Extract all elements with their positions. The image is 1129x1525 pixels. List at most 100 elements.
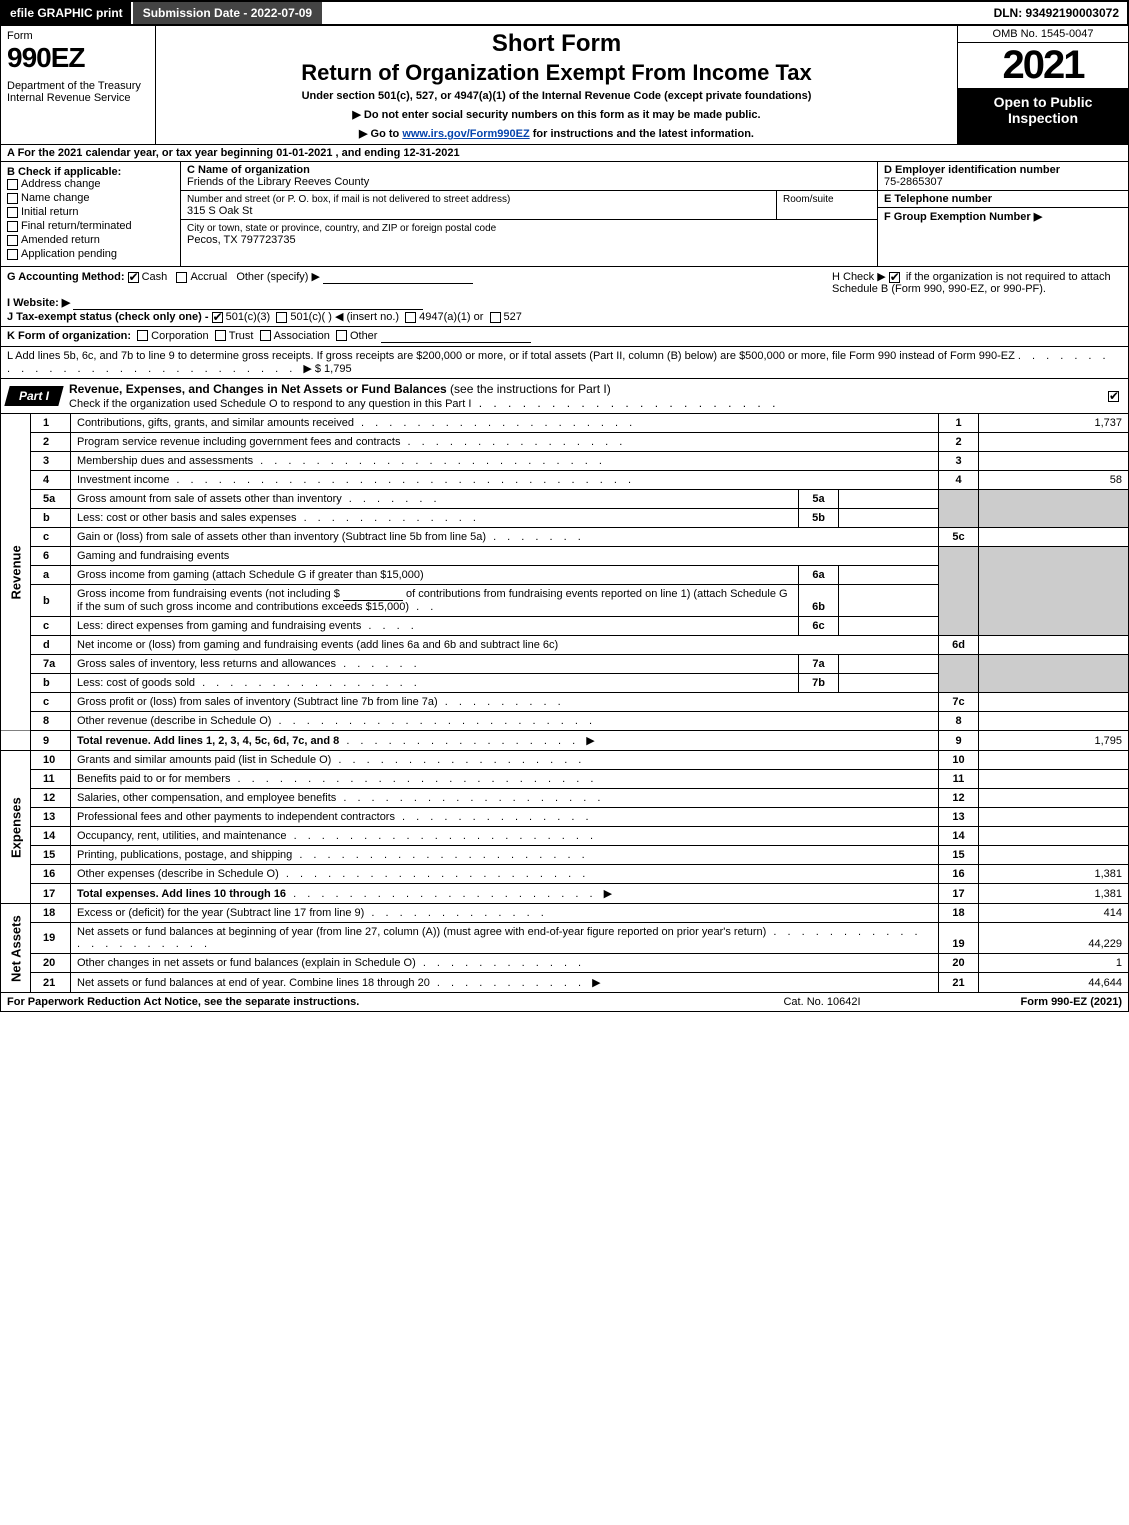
org-info-block: B Check if applicable: Address change Na… [0,162,1129,267]
topbar: efile GRAPHIC print Submission Date - 20… [0,0,1129,26]
cb-corporation[interactable] [137,330,148,341]
catalog-number: Cat. No. 10642I [722,996,922,1008]
cb-initial-return[interactable]: Initial return [7,206,174,218]
row-l: L Add lines 5b, 6c, and 7b to line 9 to … [0,347,1129,379]
org-name: Friends of the Library Reeves County [187,176,369,188]
street-address: 315 S Oak St [187,205,252,217]
ssn-warning: ▶ Do not enter social security numbers o… [162,108,951,121]
city-state-zip: Pecos, TX 797723735 [187,234,296,246]
cb-association[interactable] [260,330,271,341]
line-20: 20 Other changes in net assets or fund b… [1,954,1129,973]
submission-date: Submission Date - 2022-07-09 [133,2,322,24]
header-left: Form 990EZ Department of the Treasury In… [1,26,156,144]
page-footer: For Paperwork Reduction Act Notice, see … [0,993,1129,1012]
line-13: 13 Professional fees and other payments … [1,808,1129,827]
subtitle-section: Under section 501(c), 527, or 4947(a)(1)… [162,90,951,102]
line-7c: c Gross profit or (loss) from sales of i… [1,693,1129,712]
cb-schedule-b[interactable] [889,272,900,283]
row-j: J Tax-exempt status (check only one) - 5… [7,311,522,323]
org-name-label: C Name of organization [187,164,310,176]
cb-schedule-o[interactable] [1108,391,1119,402]
section-d-e-f: D Employer identification number 75-2865… [878,162,1128,266]
line-1: Revenue 1 Contributions, gifts, grants, … [1,414,1129,433]
street-label: Number and street (or P. O. box, if mail… [187,194,510,205]
line-12: 12 Salaries, other compensation, and emp… [1,789,1129,808]
city-label: City or town, state or province, country… [187,223,496,234]
website-input[interactable] [73,297,423,310]
efile-print-button[interactable]: efile GRAPHIC print [2,2,133,24]
line-10: Expenses 10 Grants and similar amounts p… [1,751,1129,770]
side-expenses: Expenses [1,751,31,904]
cb-address-change[interactable]: Address change [7,178,174,190]
cb-trust[interactable] [215,330,226,341]
room-label: Room/suite [783,194,834,205]
cb-other-org[interactable] [336,330,347,341]
phone-label: E Telephone number [884,193,992,205]
line-4: 4 Investment income . . . . . . . . . . … [1,471,1129,490]
fundraising-amount-input[interactable] [343,588,403,601]
form-title: Return of Organization Exempt From Incom… [162,60,951,86]
cb-cash[interactable] [128,272,139,283]
line-8: 8 Other revenue (describe in Schedule O)… [1,712,1129,731]
cb-name-change[interactable]: Name change [7,192,174,204]
form-ref: Form 990-EZ (2021) [922,996,1122,1008]
cb-amended[interactable]: Amended return [7,234,174,246]
header-center: Short Form Return of Organization Exempt… [156,26,958,144]
cb-501c[interactable] [276,312,287,323]
line-21: 21 Net assets or fund balances at end of… [1,973,1129,993]
irs-link[interactable]: www.irs.gov/Form990EZ [402,128,529,140]
line-6: 6 Gaming and fundraising events [1,547,1129,566]
line-3: 3 Membership dues and assessments . . . … [1,452,1129,471]
line-5a: 5a Gross amount from sale of assets othe… [1,490,1129,509]
line-14: 14 Occupancy, rent, utilities, and maint… [1,827,1129,846]
form-number: 990EZ [7,42,149,74]
line-15: 15 Printing, publications, postage, and … [1,846,1129,865]
department-label: Department of the Treasury Internal Reve… [7,80,149,104]
section-c: C Name of organization Friends of the Li… [181,162,878,266]
row-k: K Form of organization: Corporation Trus… [0,327,1129,347]
part-1-tab: Part I [4,386,63,406]
cb-527[interactable] [490,312,501,323]
line-5c: c Gain or (loss) from sale of assets oth… [1,528,1129,547]
line-19: 19 Net assets or fund balances at beginn… [1,923,1129,954]
part-1-title: Revenue, Expenses, and Changes in Net As… [61,379,1102,413]
line-7a: 7a Gross sales of inventory, less return… [1,655,1129,674]
section-b: B Check if applicable: Address change Na… [1,162,181,266]
row-i-website: I Website: ▶ [7,297,70,309]
dln-number: DLN: 93492190003072 [986,2,1127,24]
line-18: Net Assets 18 Excess or (deficit) for th… [1,904,1129,923]
cb-501c3[interactable] [212,312,223,323]
omb-number: OMB No. 1545-0047 [958,26,1128,43]
line-6d: d Net income or (loss) from gaming and f… [1,636,1129,655]
cb-application-pending[interactable]: Application pending [7,248,174,260]
line-17: 17 Total expenses. Add lines 10 through … [1,884,1129,904]
paperwork-notice: For Paperwork Reduction Act Notice, see … [7,996,722,1008]
form-header: Form 990EZ Department of the Treasury In… [0,26,1129,145]
ein-label: D Employer identification number [884,164,1060,176]
row-g-h: G Accounting Method: Cash Accrual Other … [0,267,1129,327]
lines-table: Revenue 1 Contributions, gifts, grants, … [0,414,1129,993]
section-b-label: B Check if applicable: [7,166,174,178]
header-right: OMB No. 1545-0047 2021 Open to Public In… [958,26,1128,144]
side-revenue: Revenue [1,414,31,731]
line-2: 2 Program service revenue including gove… [1,433,1129,452]
side-net-assets: Net Assets [1,904,31,993]
line-9: 9 Total revenue. Add lines 1, 2, 3, 4, 5… [1,731,1129,751]
row-h: H Check ▶ if the organization is not req… [822,270,1122,323]
other-method-input[interactable] [323,271,473,284]
part-1-header: Part I Revenue, Expenses, and Changes in… [0,379,1129,414]
open-to-public: Open to Public Inspection [958,88,1128,144]
row-a-tax-year: A For the 2021 calendar year, or tax yea… [0,145,1129,162]
line-11: 11 Benefits paid to or for members . . .… [1,770,1129,789]
line-16: 16 Other expenses (describe in Schedule … [1,865,1129,884]
short-form-title: Short Form [162,30,951,58]
group-exemption-label: F Group Exemption Number ▶ [884,211,1042,223]
form-label: Form [7,30,149,42]
ein-value: 75-2865307 [884,176,943,188]
tax-year: 2021 [958,43,1128,88]
other-org-input[interactable] [381,330,531,343]
cb-4947[interactable] [405,312,416,323]
goto-instructions: ▶ Go to www.irs.gov/Form990EZ for instru… [162,127,951,140]
cb-final-return[interactable]: Final return/terminated [7,220,174,232]
cb-accrual[interactable] [176,272,187,283]
